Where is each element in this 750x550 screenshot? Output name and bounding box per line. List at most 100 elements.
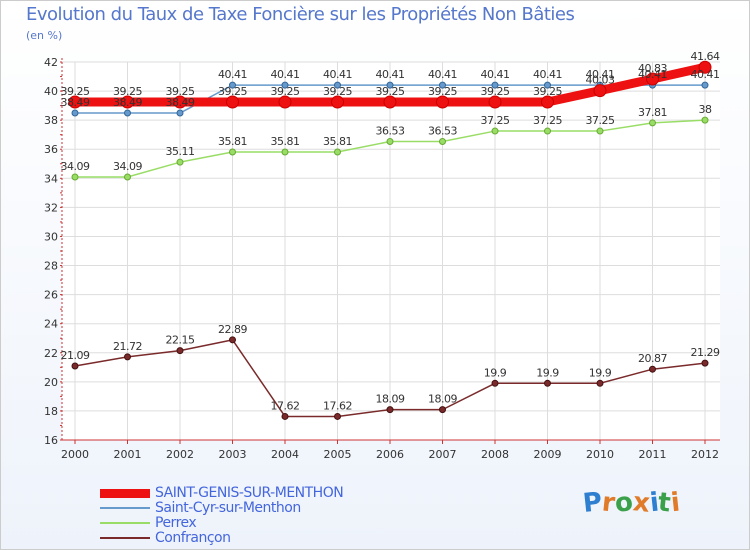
data-label: 40.41 — [481, 68, 510, 81]
data-point — [491, 379, 499, 387]
x-tick-label: 2012 — [691, 448, 719, 461]
legend-label: Perrex — [155, 515, 197, 531]
data-point — [701, 116, 709, 124]
data-point — [331, 95, 344, 109]
data-label: 39.25 — [113, 85, 142, 98]
data-point — [229, 148, 236, 156]
data-point — [646, 72, 659, 86]
data-point — [439, 81, 446, 89]
data-point — [229, 81, 236, 89]
proxiti-logo: Proxiti — [581, 487, 681, 519]
y-tick-label: 26 — [44, 289, 58, 302]
data-point — [226, 95, 239, 109]
data-label: 38 — [699, 103, 712, 116]
data-point — [124, 353, 131, 361]
data-label: 38.49 — [166, 96, 195, 109]
data-label: 39.25 — [218, 85, 247, 98]
data-point — [176, 347, 184, 355]
x-tick-label: 2002 — [166, 448, 194, 461]
data-point — [386, 406, 394, 414]
data-label: 34.09 — [113, 160, 142, 173]
data-label: 19.9 — [536, 366, 559, 379]
legend-swatch — [100, 537, 150, 539]
data-label: 37.25 — [586, 114, 615, 127]
legend-swatch — [100, 488, 150, 498]
x-tick-label: 2001 — [114, 448, 142, 461]
data-label: 40.41 — [271, 68, 300, 81]
legend-swatch — [100, 522, 150, 524]
x-tick-label: 2003 — [219, 448, 247, 461]
data-label: 39.25 — [376, 85, 405, 98]
data-point — [488, 95, 502, 109]
data-point — [334, 148, 341, 156]
data-label: 21.29 — [691, 346, 720, 359]
data-point — [649, 365, 656, 373]
y-tick-label: 38 — [44, 114, 58, 127]
data-point — [176, 158, 184, 166]
data-label: 39.25 — [323, 85, 352, 98]
data-label: 40.03 — [586, 74, 615, 87]
data-label: 40.41 — [218, 68, 247, 81]
y-tick-label: 24 — [44, 318, 58, 331]
y-tick-label: 16 — [44, 434, 58, 447]
data-label: 40.41 — [691, 68, 720, 81]
data-point — [701, 359, 709, 367]
data-label: 38.49 — [61, 96, 90, 109]
data-point — [491, 127, 499, 135]
data-label: 19.9 — [589, 366, 612, 379]
data-point — [649, 119, 656, 127]
data-label: 34.09 — [61, 160, 90, 173]
data-point — [176, 109, 184, 117]
data-point — [386, 81, 394, 89]
x-tick-label: 2000 — [61, 448, 89, 461]
data-label: 20.87 — [638, 352, 667, 365]
y-tick-label: 20 — [44, 376, 58, 389]
data-point — [544, 127, 551, 135]
data-label: 37.81 — [638, 106, 667, 119]
data-label: 21.09 — [61, 349, 90, 362]
y-tick-label: 32 — [44, 201, 58, 214]
data-label: 18.09 — [428, 393, 457, 406]
y-tick-label: 18 — [44, 405, 58, 418]
legend-label: Saint-Cyr-sur-Menthon — [155, 500, 301, 516]
data-label: 17.62 — [323, 399, 352, 412]
data-point — [386, 138, 394, 146]
data-label: 19.9 — [484, 366, 507, 379]
legend-swatch — [100, 507, 150, 509]
y-tick-label: 34 — [44, 172, 58, 185]
legend-label: Confrançon — [155, 530, 231, 546]
data-point — [701, 81, 709, 89]
legend-label: SAINT-GENIS-SUR-MENTHON — [155, 485, 344, 501]
data-label: 35.81 — [323, 135, 352, 148]
data-point — [593, 84, 607, 98]
data-label: 39.25 — [481, 85, 510, 98]
y-tick-label: 36 — [44, 143, 58, 156]
data-point — [439, 138, 446, 146]
data-label: 22.15 — [166, 334, 195, 347]
data-point — [173, 95, 187, 109]
data-label: 40.41 — [428, 68, 457, 81]
data-point — [334, 412, 341, 420]
data-label: 40.83 — [638, 62, 667, 75]
data-label: 39.25 — [533, 85, 562, 98]
data-label: 35.11 — [166, 145, 195, 158]
x-tick-label: 2008 — [481, 448, 509, 461]
data-label: 39.25 — [166, 85, 195, 98]
data-point — [544, 379, 551, 387]
data-label: 40.41 — [586, 68, 615, 81]
data-label: 40.41 — [376, 68, 405, 81]
data-point — [278, 95, 292, 109]
y-tick-label: 40 — [44, 85, 58, 98]
x-tick-label: 2010 — [586, 448, 614, 461]
data-label: 40.41 — [323, 68, 352, 81]
x-tick-label: 2009 — [534, 448, 562, 461]
data-label: 39.25 — [428, 85, 457, 98]
data-point — [439, 406, 446, 414]
data-label: 40.41 — [533, 68, 562, 81]
chart-unit-label: (en %) — [26, 29, 63, 42]
data-point — [436, 95, 449, 109]
x-tick-label: 2004 — [271, 448, 299, 461]
y-tick-label: 22 — [44, 347, 58, 360]
data-point — [124, 173, 131, 181]
data-label: 41.64 — [691, 50, 720, 63]
